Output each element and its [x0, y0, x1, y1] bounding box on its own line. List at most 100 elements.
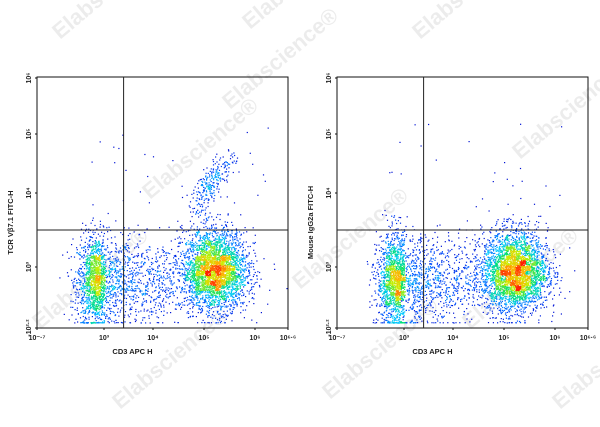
event-dot	[82, 271, 84, 274]
event-dot	[241, 279, 243, 281]
event-dot	[163, 271, 165, 273]
event-dot	[197, 252, 199, 254]
event-dot	[89, 239, 91, 241]
event-dot	[128, 257, 130, 259]
event-dot	[201, 206, 203, 208]
event-dot	[209, 244, 211, 246]
event-dot	[267, 303, 269, 305]
event-dot	[239, 247, 241, 249]
event-dot	[233, 256, 235, 258]
event-dot	[195, 257, 197, 259]
event-dot	[83, 274, 85, 276]
event-dot	[114, 276, 116, 278]
event-dot	[253, 283, 255, 285]
event-dot	[199, 270, 202, 272]
event-dot	[193, 299, 195, 301]
event-dot	[183, 300, 185, 302]
event-dot	[171, 284, 173, 286]
event-dot	[204, 299, 206, 301]
event-dot	[217, 302, 220, 304]
event-dot	[162, 249, 164, 251]
event-dot	[107, 301, 109, 303]
event-dot	[220, 320, 222, 322]
event-dot	[200, 256, 202, 258]
event-dot	[222, 276, 224, 278]
event-dot	[76, 247, 78, 249]
event-dot	[170, 288, 173, 290]
event-dot	[235, 256, 237, 258]
event-dot	[162, 279, 165, 281]
event-dot	[169, 280, 171, 282]
event-dot	[199, 271, 201, 273]
event-dot	[239, 285, 241, 287]
event-dot	[190, 211, 192, 213]
event-dot	[221, 233, 223, 235]
event-dot	[144, 294, 146, 296]
event-dot	[112, 255, 114, 257]
event-dot	[213, 301, 215, 303]
event-dot	[137, 272, 139, 274]
event-dot	[215, 260, 217, 262]
event-dot	[95, 308, 97, 311]
event-dot	[218, 235, 220, 237]
event-dot	[102, 256, 104, 258]
event-dot	[196, 257, 198, 259]
event-dot	[198, 240, 200, 242]
event-dot	[115, 258, 117, 260]
event-dot	[84, 322, 86, 324]
event-dot	[186, 244, 188, 246]
event-dot	[240, 258, 242, 261]
event-dot	[63, 313, 65, 315]
event-dot	[202, 290, 204, 292]
event-dot	[80, 264, 82, 266]
event-dot	[181, 288, 183, 290]
event-dot	[76, 249, 78, 251]
event-dot	[215, 239, 217, 241]
event-dot	[129, 307, 132, 309]
event-dot	[227, 163, 229, 165]
event-dot	[94, 298, 96, 300]
event-dot	[80, 312, 82, 314]
event-dot	[209, 257, 211, 259]
event-dot	[202, 255, 204, 257]
event-dot	[156, 270, 159, 272]
event-dots	[59, 127, 288, 325]
event-dot	[85, 317, 87, 319]
event-dot	[264, 180, 266, 182]
event-dot	[205, 172, 207, 174]
event-dot	[213, 278, 215, 280]
event-dot	[94, 245, 96, 247]
event-dot	[218, 241, 220, 244]
event-dot	[191, 254, 193, 256]
event-dot	[205, 283, 207, 286]
event-dot	[142, 301, 144, 303]
event-dot	[133, 231, 135, 233]
event-dot	[102, 241, 104, 243]
event-dot	[109, 308, 111, 310]
event-dot	[196, 226, 198, 228]
event-dot	[219, 292, 221, 295]
event-dot	[250, 287, 253, 289]
event-dot	[203, 169, 205, 171]
event-dot	[157, 267, 159, 269]
event-dot	[157, 305, 159, 307]
event-dot	[117, 272, 119, 274]
event-dot	[200, 250, 203, 252]
event-dot	[211, 234, 213, 236]
event-dot	[75, 288, 78, 290]
event-dot	[92, 255, 94, 257]
event-dot	[98, 270, 100, 272]
event-dot	[240, 264, 242, 266]
event-dot	[102, 278, 105, 280]
event-dot	[195, 241, 197, 243]
event-dot	[203, 250, 205, 252]
event-dot	[256, 275, 258, 277]
event-dot	[198, 288, 200, 290]
event-dot	[226, 277, 228, 279]
event-dot	[207, 202, 209, 204]
event-dot	[229, 274, 231, 276]
event-dot	[145, 322, 147, 324]
event-dot	[162, 290, 164, 292]
event-dot	[129, 257, 131, 259]
event-dot	[92, 284, 94, 286]
